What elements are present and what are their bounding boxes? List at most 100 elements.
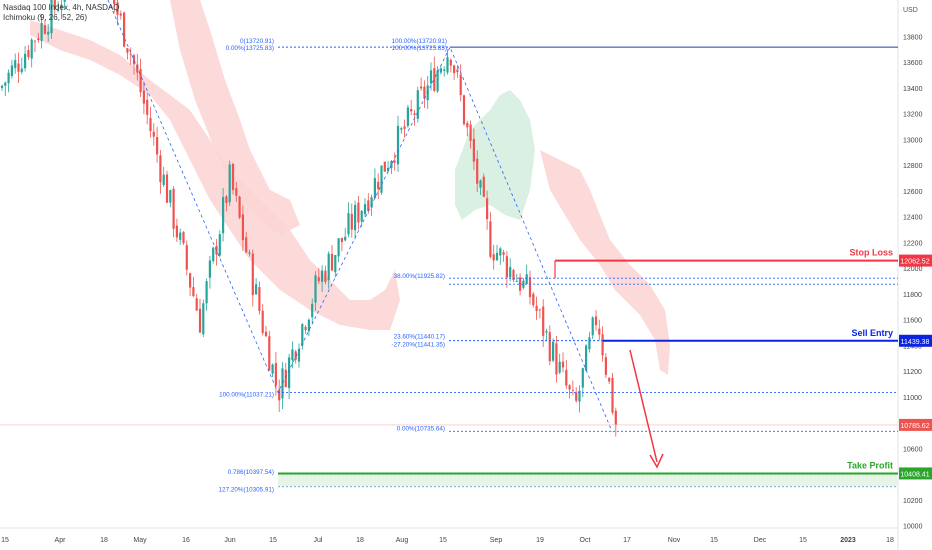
candle-body: [542, 306, 545, 336]
candle-body: [502, 252, 505, 255]
candle-body: [565, 369, 568, 386]
candle-body: [146, 99, 149, 115]
candle-body: [390, 161, 393, 169]
candle-body: [212, 247, 215, 262]
y-tick-label: 11400: [903, 343, 922, 350]
fib-swing-line: [107, 0, 613, 432]
candle-body: [327, 253, 330, 281]
chart-title: Nasdaq 100 Index, 4h, NASDAQ: [3, 3, 120, 12]
x-tick-label: 18: [886, 537, 894, 544]
candle-body: [27, 50, 30, 58]
candle-body: [456, 69, 459, 73]
fib-label: 0.00%(13725.83): [226, 45, 274, 52]
candle-body: [314, 275, 317, 303]
x-tick-label: Apr: [55, 537, 67, 544]
candle-body: [317, 277, 320, 282]
candle-body: [278, 389, 281, 401]
x-tick-label: Aug: [396, 537, 409, 544]
candle-body: [598, 328, 601, 335]
candle-body: [439, 68, 442, 73]
candle-body: [228, 164, 231, 203]
candle-body: [152, 131, 155, 137]
candle-body: [594, 316, 598, 326]
candle-body: [469, 124, 472, 141]
y-tick-label: 11600: [903, 318, 922, 325]
candle-body: [307, 319, 310, 332]
x-tick-label: Dec: [754, 537, 767, 544]
trade-price-tag: [899, 254, 932, 267]
fib-level-label: 23.60%(11440.17): [394, 334, 445, 341]
candle-body: [515, 280, 518, 282]
candle-body: [43, 25, 46, 34]
fib-level-label: 127.20%(10305.91): [219, 487, 274, 494]
candle-body: [189, 273, 192, 288]
candle-body: [142, 90, 145, 104]
candle-body: [126, 48, 129, 53]
candle-body: [340, 237, 343, 243]
candle-body: [420, 86, 423, 89]
x-tick-label: Sep: [490, 537, 503, 544]
candle-body: [24, 53, 27, 69]
candle-body: [7, 72, 10, 84]
candle-body: [231, 164, 235, 191]
candle-body: [129, 53, 132, 55]
candle-body: [169, 190, 172, 203]
candle-body: [396, 125, 400, 165]
projection-arrow: [629, 349, 658, 463]
y-tick-label: 12000: [903, 266, 923, 273]
ichimoku-cloud-bearish: [540, 150, 670, 375]
trade-price-tag: [899, 467, 932, 480]
candle-body: [466, 122, 469, 128]
candle-body: [545, 330, 548, 333]
trade-level-label: Take Profit: [847, 460, 893, 470]
candle-body: [436, 70, 439, 92]
candle-body: [321, 270, 324, 282]
candle-body: [410, 109, 413, 112]
candle-body: [519, 277, 522, 291]
take-profit-zone: [278, 473, 898, 487]
candle-body: [274, 363, 277, 386]
candle-body: [433, 68, 436, 91]
candle-body: [225, 196, 228, 204]
candle-body: [552, 341, 555, 361]
candle-body: [258, 287, 261, 311]
candle-body: [406, 107, 409, 126]
candle-body: [139, 69, 142, 93]
candle-body: [585, 345, 588, 371]
candle-body: [175, 225, 178, 238]
candle-body: [208, 260, 211, 278]
indicator-label: Ichimoku (9, 26, 52, 26): [3, 13, 88, 22]
candle-body: [363, 204, 367, 215]
candle-body: [604, 357, 607, 375]
candle-body: [489, 221, 492, 257]
fib-label: 100.00%(13720.91): [392, 38, 447, 45]
candle-body: [33, 40, 37, 42]
candle-body: [380, 165, 383, 193]
candle-body: [304, 326, 307, 330]
trade-price-label: 11439.38: [901, 339, 930, 346]
candle-body: [538, 309, 541, 311]
candle-body: [123, 12, 126, 47]
candle-body: [4, 82, 7, 86]
candle-body: [195, 298, 198, 311]
candle-body: [387, 167, 390, 172]
candle-body: [47, 31, 50, 35]
y-tick-label: 13200: [903, 112, 923, 119]
candle-body: [347, 213, 350, 235]
candle-body: [423, 86, 426, 99]
candle-body: [578, 390, 581, 402]
candle-body: [63, 0, 66, 2]
candle-body: [202, 303, 205, 335]
candle-body: [476, 158, 479, 184]
candle-body: [532, 293, 535, 306]
candle-body: [218, 234, 221, 256]
trade-price-label: 12062.52: [900, 259, 929, 266]
candle-body: [284, 369, 287, 387]
candle-body: [185, 245, 188, 270]
candle-body: [575, 392, 578, 401]
candle-body: [393, 160, 396, 163]
candle-body: [482, 176, 485, 197]
candle-body: [509, 267, 512, 278]
candle-body: [119, 13, 122, 16]
